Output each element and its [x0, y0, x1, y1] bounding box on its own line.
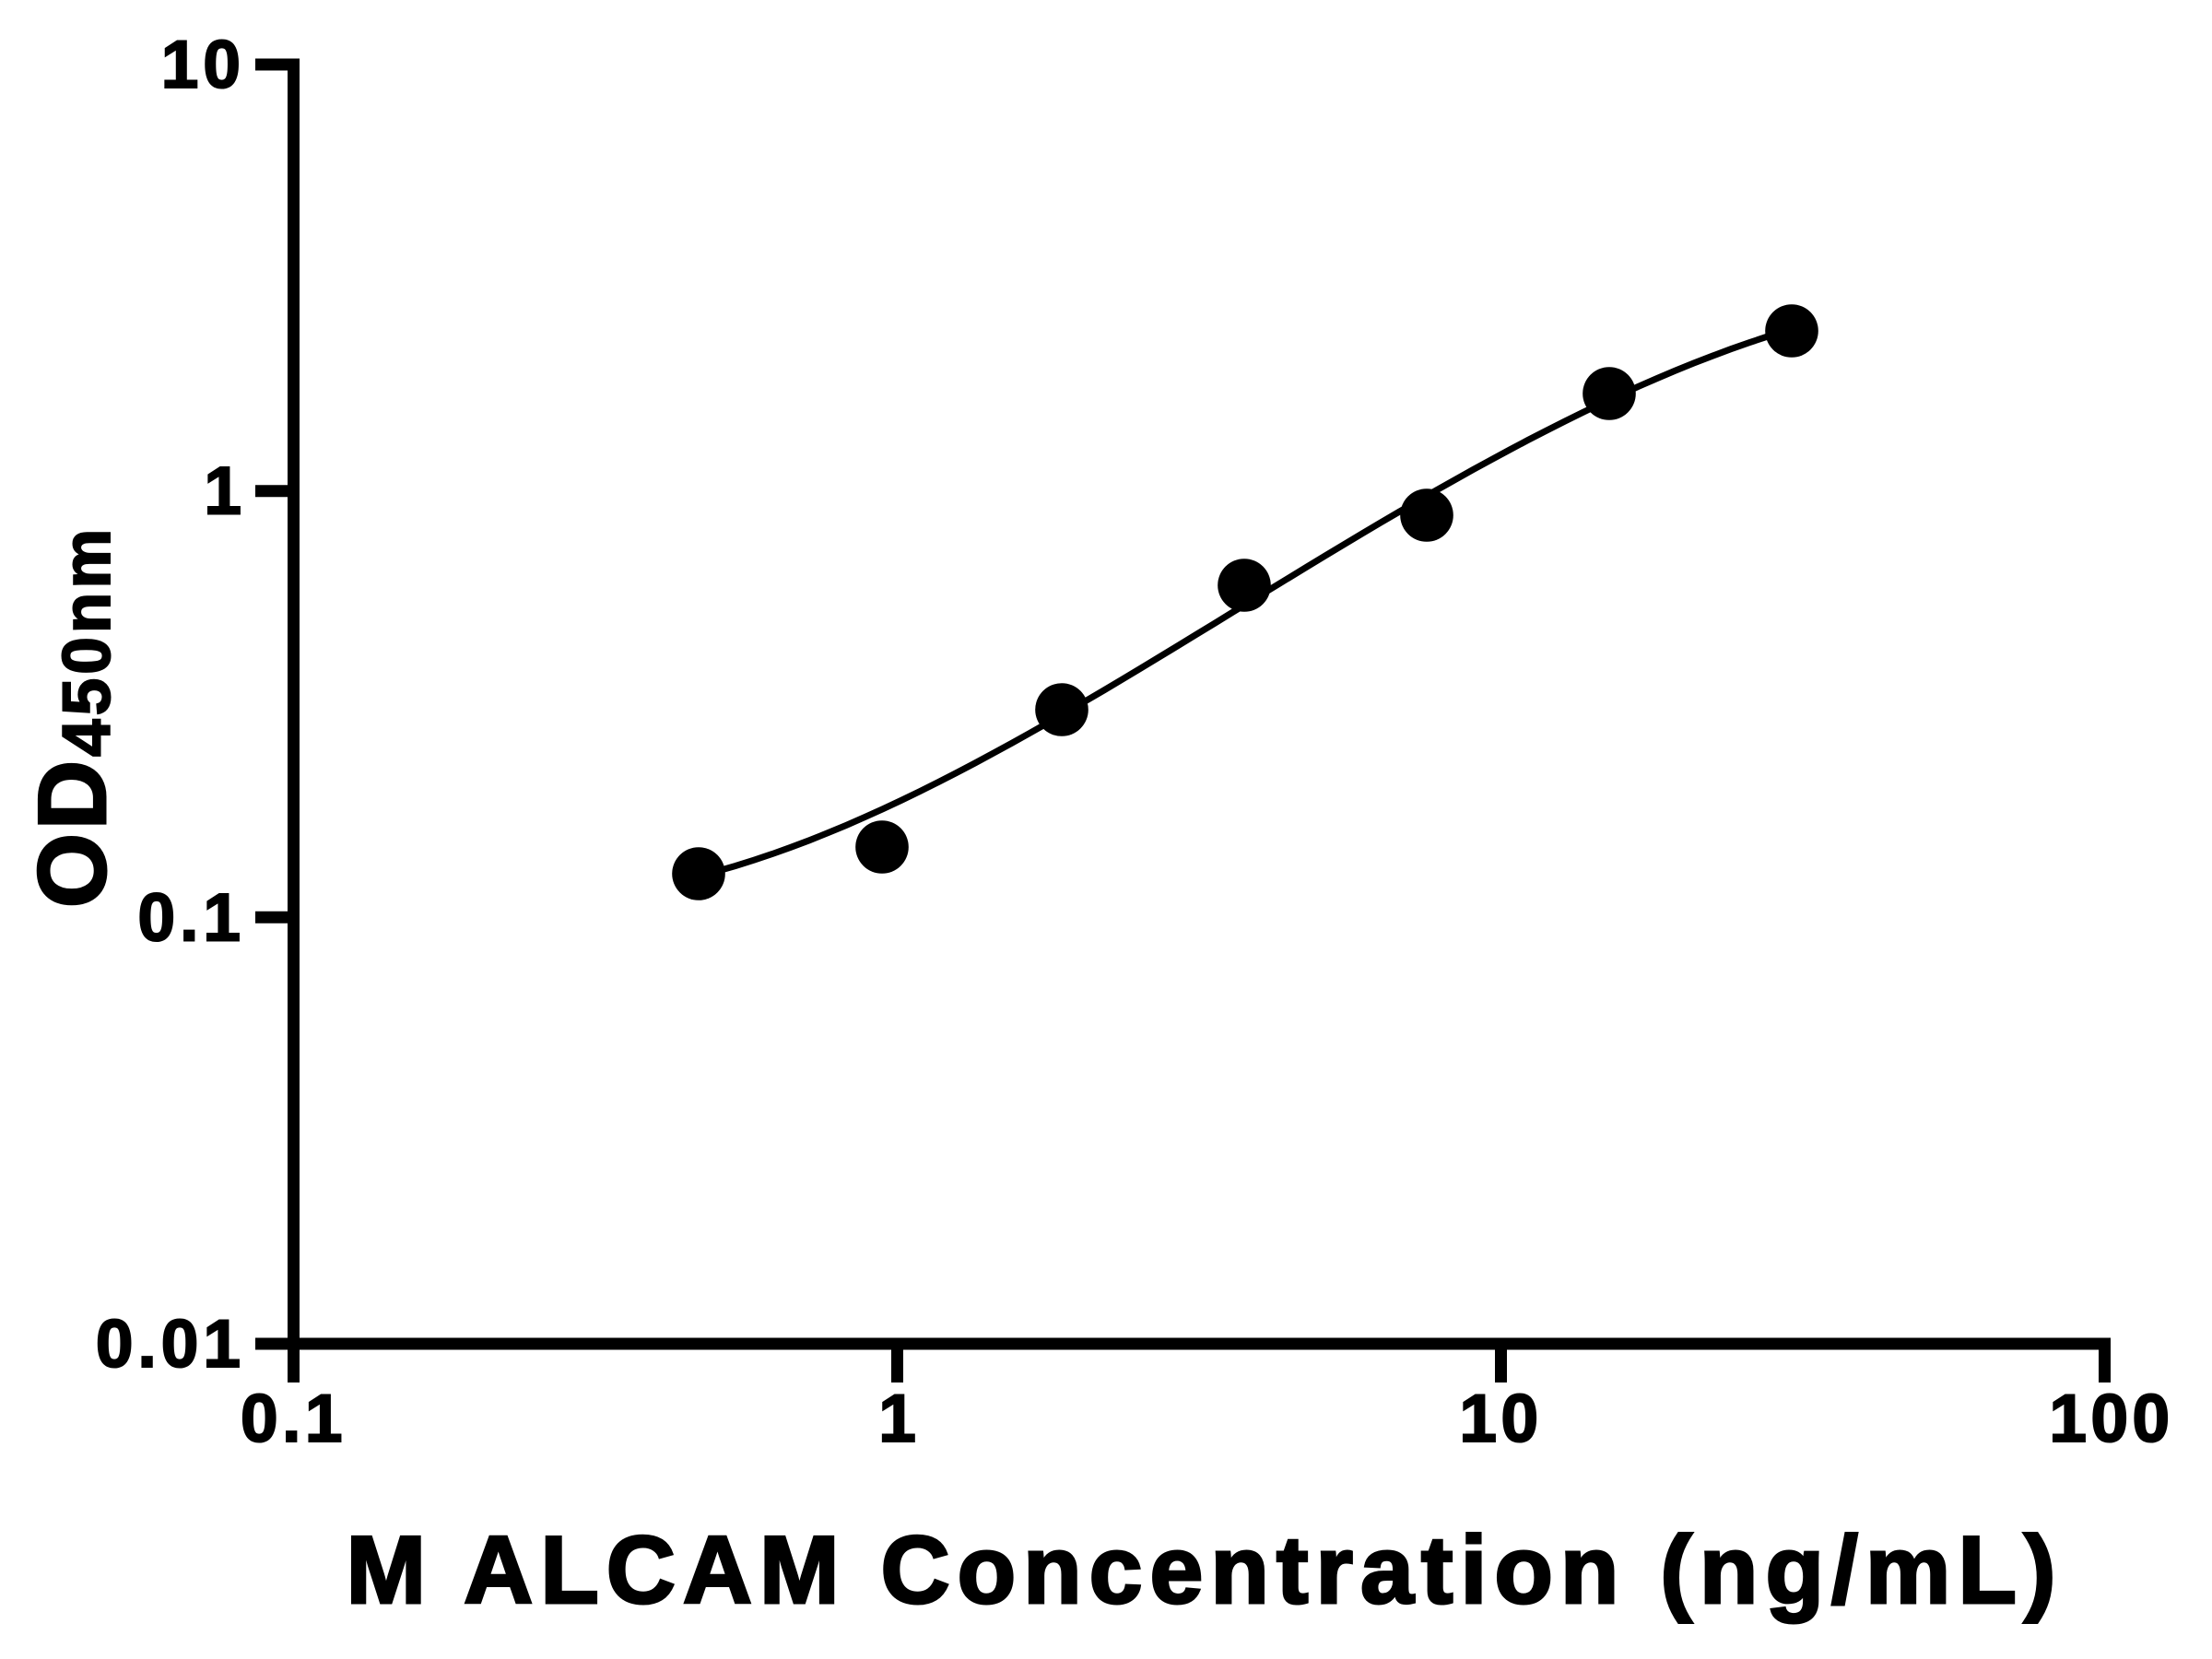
- svg-text:100: 100: [2049, 1382, 2173, 1456]
- svg-text:M ALCAM Concentration (ng/mL): M ALCAM Concentration (ng/mL): [346, 1517, 2063, 1624]
- svg-text:0.01: 0.01: [96, 1307, 245, 1382]
- svg-text:10: 10: [161, 28, 245, 102]
- svg-text:0.1: 0.1: [138, 880, 245, 955]
- svg-text:0.1: 0.1: [241, 1382, 347, 1456]
- svg-text:1: 1: [878, 1382, 916, 1456]
- svg-text:10: 10: [1459, 1382, 1542, 1456]
- svg-text:1: 1: [204, 454, 241, 529]
